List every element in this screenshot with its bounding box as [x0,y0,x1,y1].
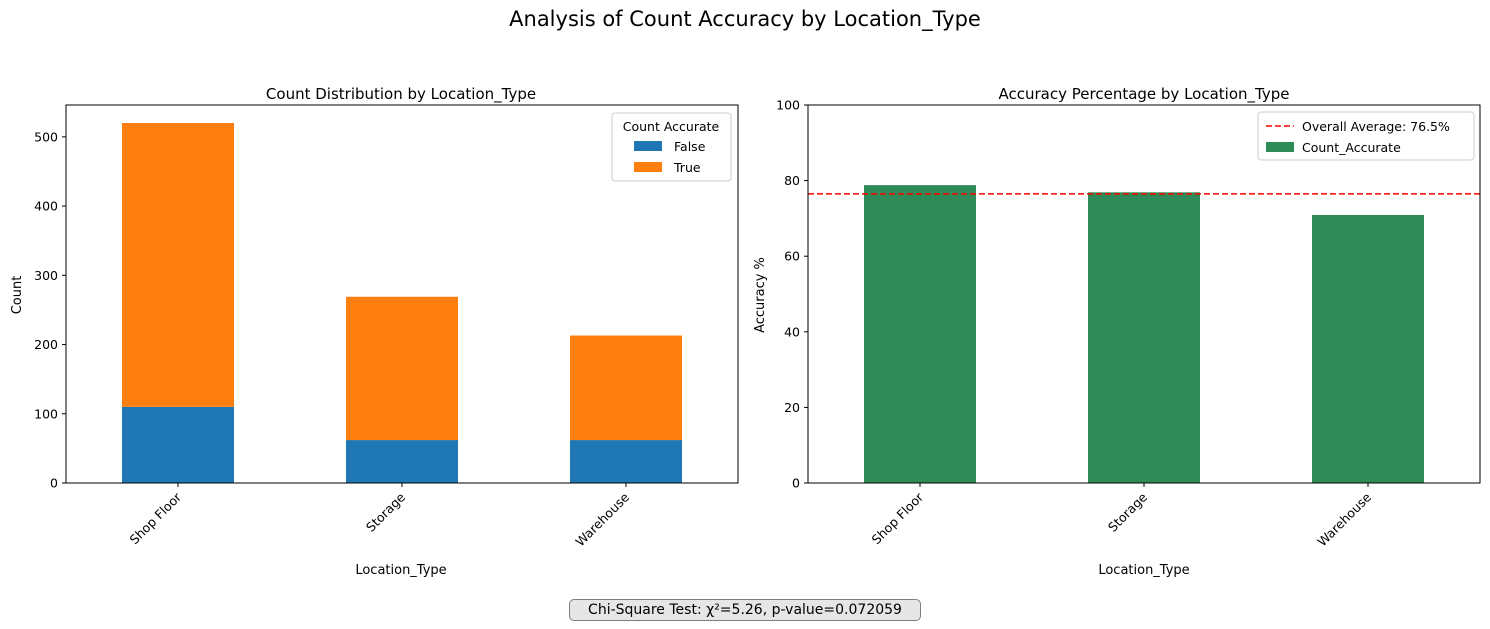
y-tick-label: 40 [784,324,800,339]
x-tick-label: Storage [1105,489,1150,534]
legend-swatch-true [634,162,662,172]
legend: Count Accurate False True [611,112,732,182]
x-axis-label: Location_Type [355,563,446,578]
bar-true-shop-floor [122,123,234,407]
y-tick-label: 0 [792,476,800,491]
y-tick-label: 0 [50,476,58,491]
x-tick-label: Shop Floor [868,489,926,547]
y-tick-label: 60 [784,249,800,264]
bar-count-accurate-storage [1088,192,1200,483]
chart-title: Count Distribution by Location_Type [266,85,536,104]
y-axis-label: Count [10,276,25,315]
y-axis-label: Accuracy % [753,257,768,333]
legend-box [1257,111,1475,161]
bar-false-storage [346,440,458,483]
bar-count-accurate-shop-floor [864,185,976,484]
x-tick-label: Shop Floor [126,489,184,547]
legend-swatch-count-accurate [1266,142,1294,152]
count-distribution-chart: Count Distribution by Location_Type Loca… [10,85,739,578]
y-tick-label: 20 [784,400,800,415]
y-tick-label: 80 [784,173,800,188]
bar-true-warehouse [570,335,682,441]
y-tick-label: 300 [34,268,58,283]
y-tick-label: 200 [34,337,58,352]
legend: Overall Average: 76.5% Count_Accurate [1257,111,1475,161]
bar-true-storage [346,296,458,441]
legend-label-true: True [673,160,701,175]
legend-label-false: False [674,139,706,154]
y-tick-label: 100 [34,406,58,421]
bar-false-shop-floor [122,406,234,483]
y-tick-label: 100 [776,98,800,113]
legend-swatch-false [634,141,662,151]
bar-false-warehouse [570,440,682,483]
legend-label-overall-average: Overall Average: 76.5% [1302,119,1450,134]
y-tick-label: 500 [34,129,58,144]
chart-title: Accuracy Percentage by Location_Type [999,85,1290,104]
x-tick-label: Storage [363,489,408,534]
x-tick-label: Warehouse [572,489,632,549]
bar-count-accurate-warehouse [1312,214,1424,484]
x-tick-label: Warehouse [1314,489,1374,549]
figure-suptitle: Analysis of Count Accuracy by Location_T… [509,7,981,32]
chi-square-note: Chi-Square Test: χ²=5.26, p-value=0.0720… [569,599,921,621]
legend-title: Count Accurate [623,119,720,134]
x-axis-label: Location_Type [1098,563,1189,578]
legend-label-count-accurate: Count_Accurate [1302,140,1401,155]
accuracy-percentage-chart: Accuracy Percentage by Location_Type Loc… [753,85,1481,578]
y-tick-label: 400 [34,199,58,214]
